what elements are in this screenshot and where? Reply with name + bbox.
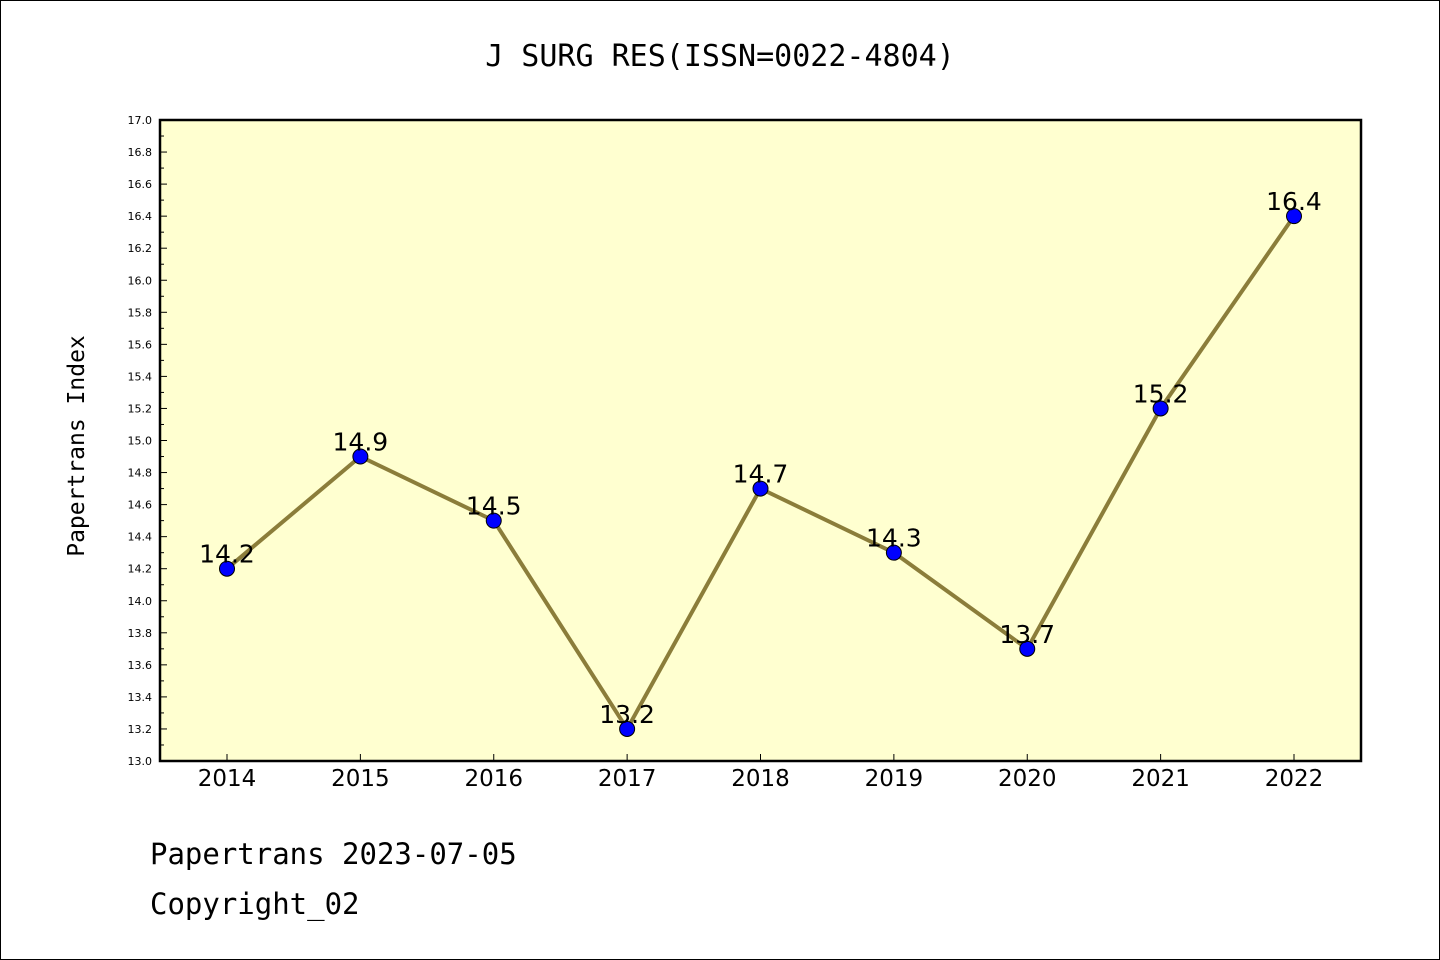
chart-title: J SURG RES(ISSN=0022-4804): [485, 39, 955, 74]
data-label: 14.7: [733, 460, 789, 489]
y-tick-label: 16.6: [128, 178, 153, 191]
y-axis-label: Papertrans Index: [64, 335, 90, 557]
y-tick-label: 14.8: [128, 467, 153, 480]
data-point: [352, 448, 369, 465]
data-point: [1019, 640, 1036, 657]
y-tick-label: 13.4: [128, 691, 153, 704]
series-layer: 14.2 14.9 14.5 13.2 14.7 14.3 13.7 15.2 16.4: [199, 187, 1322, 737]
x-tick-label: 2017: [598, 766, 657, 792]
y-tick-label: 14.6: [128, 499, 153, 512]
data-point: [485, 512, 502, 529]
data-point: [1286, 208, 1302, 225]
x-tick-label: 2019: [865, 766, 924, 792]
data-label: 14.2: [199, 540, 255, 569]
y-tick-label: 14.0: [128, 595, 153, 608]
y-tick-label: 15.8: [128, 306, 153, 319]
x-tick-label: 2014: [198, 766, 257, 792]
data-label: 14.3: [866, 524, 922, 553]
y-tick-label: 13.2: [128, 723, 153, 736]
data-label: 13.2: [599, 700, 655, 729]
data-label: 13.7: [999, 620, 1055, 649]
plot-border: [158, 118, 1363, 763]
x-axis: 2014 2015 2016 2017 2018 2019 2020 2021 2022: [198, 754, 1324, 792]
y-tick-label: 15.0: [128, 435, 153, 448]
data-point: [219, 560, 235, 577]
y-tick-label: 16.4: [128, 210, 153, 223]
footer-date: Papertrans 2023-07-05: [150, 837, 517, 871]
y-tick-label: 17.0: [128, 114, 153, 127]
y-tick-label: 15.2: [128, 402, 153, 415]
y-tick-label: 16.2: [128, 242, 153, 255]
x-tick-label: 2021: [1131, 766, 1190, 792]
data-label: 14.9: [333, 428, 389, 457]
y-tick-label: 15.6: [128, 338, 153, 351]
data-label: 14.5: [466, 492, 522, 521]
data-label: 16.4: [1266, 187, 1322, 216]
x-tick-label: 2015: [331, 766, 390, 792]
y-tick-label: 13.6: [128, 659, 153, 672]
y-tick-label: 13.8: [128, 627, 153, 640]
y-tick-label: 16.8: [128, 146, 153, 159]
data-point: [619, 720, 636, 737]
y-tick-label: 15.4: [128, 370, 153, 383]
x-tick-label: 2016: [464, 766, 523, 792]
y-tick-label: 14.2: [128, 563, 153, 576]
data-label: 15.2: [1133, 379, 1189, 408]
x-tick-label: 2022: [1265, 766, 1324, 792]
plot-area: [160, 120, 1361, 761]
y-tick-label: 14.4: [128, 531, 153, 544]
x-tick-label: 2018: [731, 766, 790, 792]
footer-copyright: Copyright_02: [150, 887, 360, 922]
y-axis: 13.0 13.2 13.4 13.6 13.8 14.0 14.2 14.4 14.6 14.8…: [128, 114, 167, 768]
data-point: [752, 480, 769, 497]
y-tick-label: 13.0: [128, 755, 153, 768]
x-tick-label: 2020: [998, 766, 1057, 792]
data-point: [1152, 400, 1169, 417]
y-tick-label: 16.0: [128, 274, 153, 287]
data-point: [885, 544, 902, 561]
